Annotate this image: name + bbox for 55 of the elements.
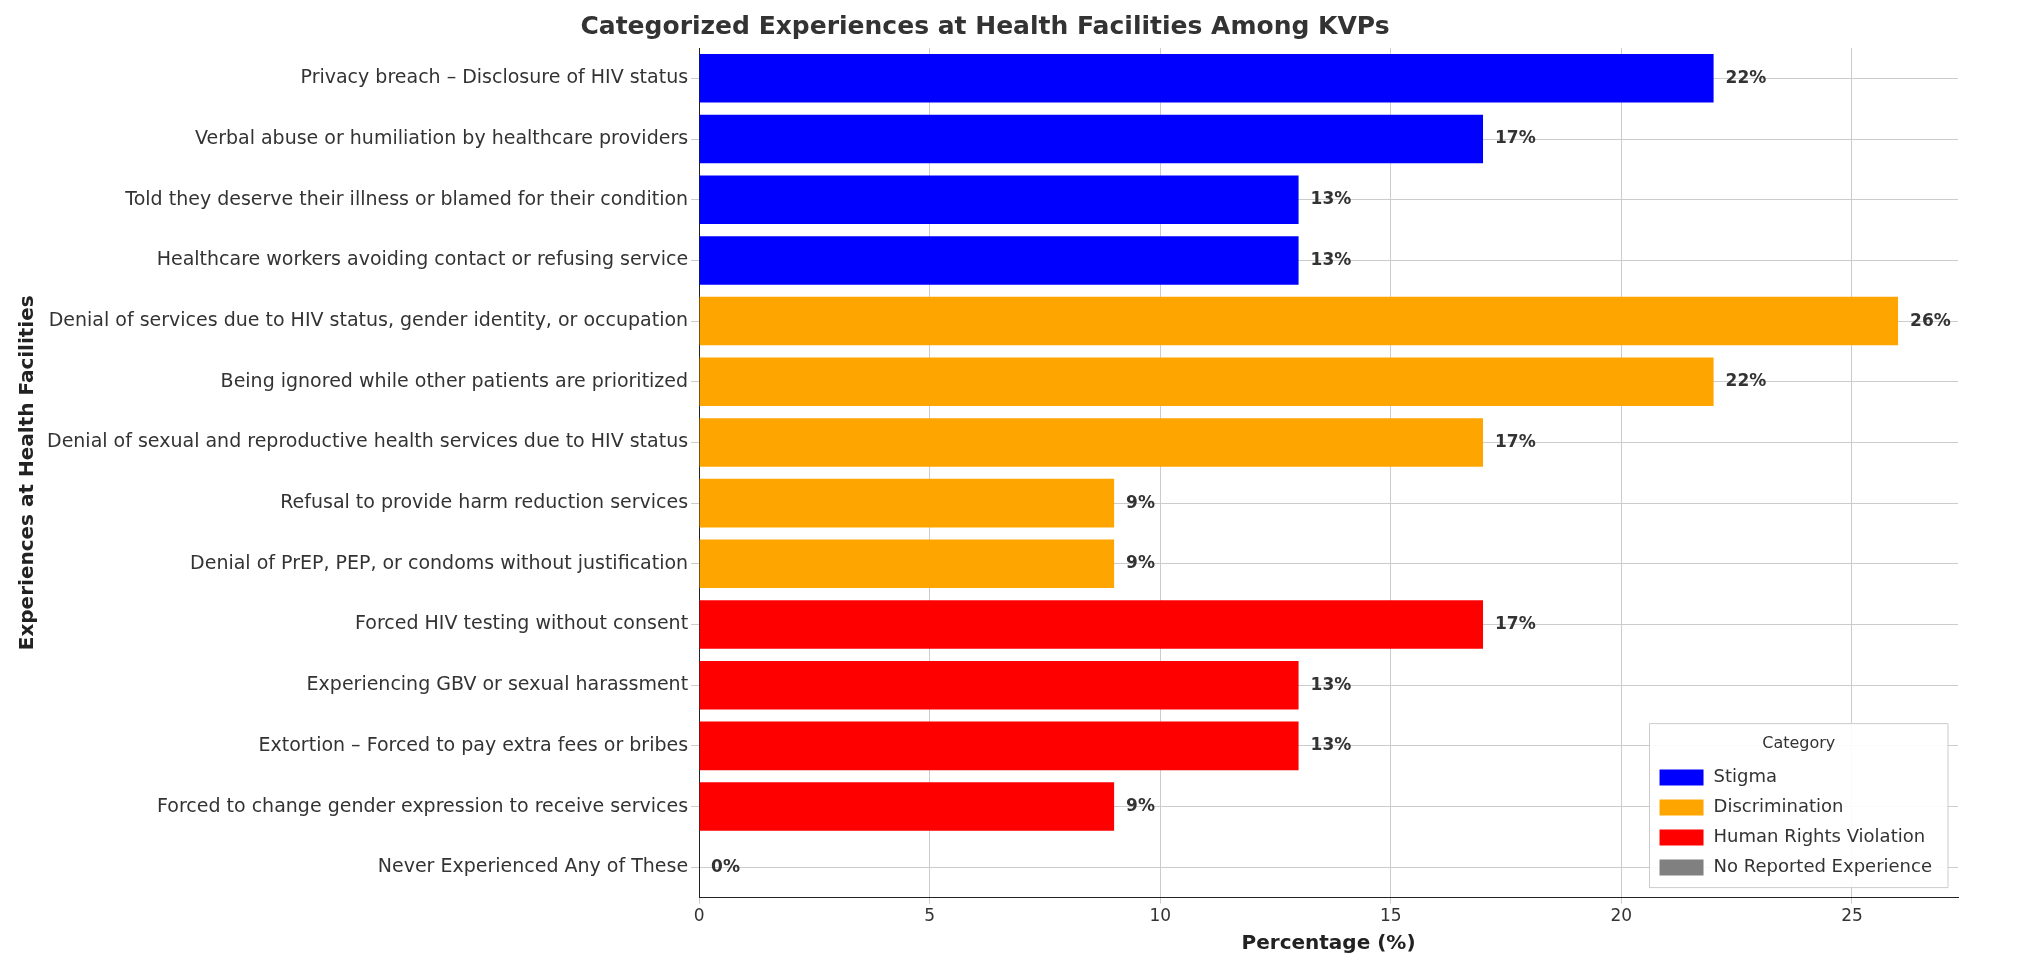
y-tick-label: Forced to change gender expression to receive services [157,793,689,816]
bar [699,539,1115,589]
bar [699,600,1484,649]
data-label: 13% [1310,188,1352,209]
data-label: 17% [1495,127,1536,148]
y-tick-label: Never Experienced Any of These [377,854,689,877]
bar [699,54,1714,103]
data-label: 26% [1910,309,1951,330]
y-tick-label: Denial of services due to HIV status, gender identity, or occupation [48,308,689,331]
legend-label: No Reported Experience [1713,855,1933,877]
y-tick-label: Told they deserve their illness or blamed for their condition [124,186,689,209]
bar [699,418,1484,467]
y-tick-label: Verbal abuse or humiliation by healthcare providers [194,125,689,148]
y-tick-label: Denial of PrEP, PEP, or condoms without justification [190,550,689,573]
x-tick-label: 15 [1379,905,1402,926]
data-label: 13% [1310,734,1352,755]
x-axis-title: Percentage (%) [1241,930,1416,955]
bar [699,782,1115,831]
bar [699,660,1299,710]
bar [699,175,1299,224]
y-tick-label: Healthcare workers avoiding contact or refusing service [156,247,689,270]
y-axis-title: Experiences at Health Facilities [14,295,39,651]
bar [699,478,1115,528]
legend-label: Human Rights Violation [1713,825,1926,847]
y-tick-label: Refusal to provide harm reduction services [280,490,689,513]
y-tick-label: Experiencing GBV or sexual harassment [306,672,689,695]
data-label: 13% [1310,673,1352,694]
bar [699,114,1484,164]
data-label: 0% [711,855,740,876]
y-tick-label: Privacy breach – Disclosure of HIV status [300,65,689,88]
data-label: 13% [1310,248,1352,269]
data-label: 9% [1126,491,1155,512]
legend-label: Discrimination [1713,795,1844,817]
x-tick-label: 20 [1610,905,1633,926]
x-tick-label: 10 [1149,905,1172,926]
bar [699,357,1714,407]
data-label: 9% [1126,794,1155,815]
bar [699,236,1299,285]
data-label: 22% [1725,66,1767,87]
x-tick-label: 0 [693,905,705,926]
x-tick-label: 25 [1841,905,1863,926]
x-tick-label: 5 [924,905,936,926]
y-tick-label: Being ignored while other patients are prioritized [220,368,689,391]
bar [699,296,1899,346]
y-tick-label: Denial of sexual and reproductive health services due to HIV status [47,429,689,452]
legend-label: Stigma [1713,765,1778,787]
data-label: 9% [1126,552,1155,573]
bar [699,721,1299,771]
y-tick-label: Forced HIV testing without consent [355,611,689,634]
y-tick-label: Extortion – Forced to pay extra fees or bribes [258,732,689,755]
data-label: 22% [1725,370,1767,391]
chart-title: Categorized Experiences at Health Facilities Among KVPs [580,10,1390,40]
data-label: 17% [1495,430,1536,451]
data-label: 17% [1495,612,1536,633]
legend-title: Category [1762,732,1836,752]
